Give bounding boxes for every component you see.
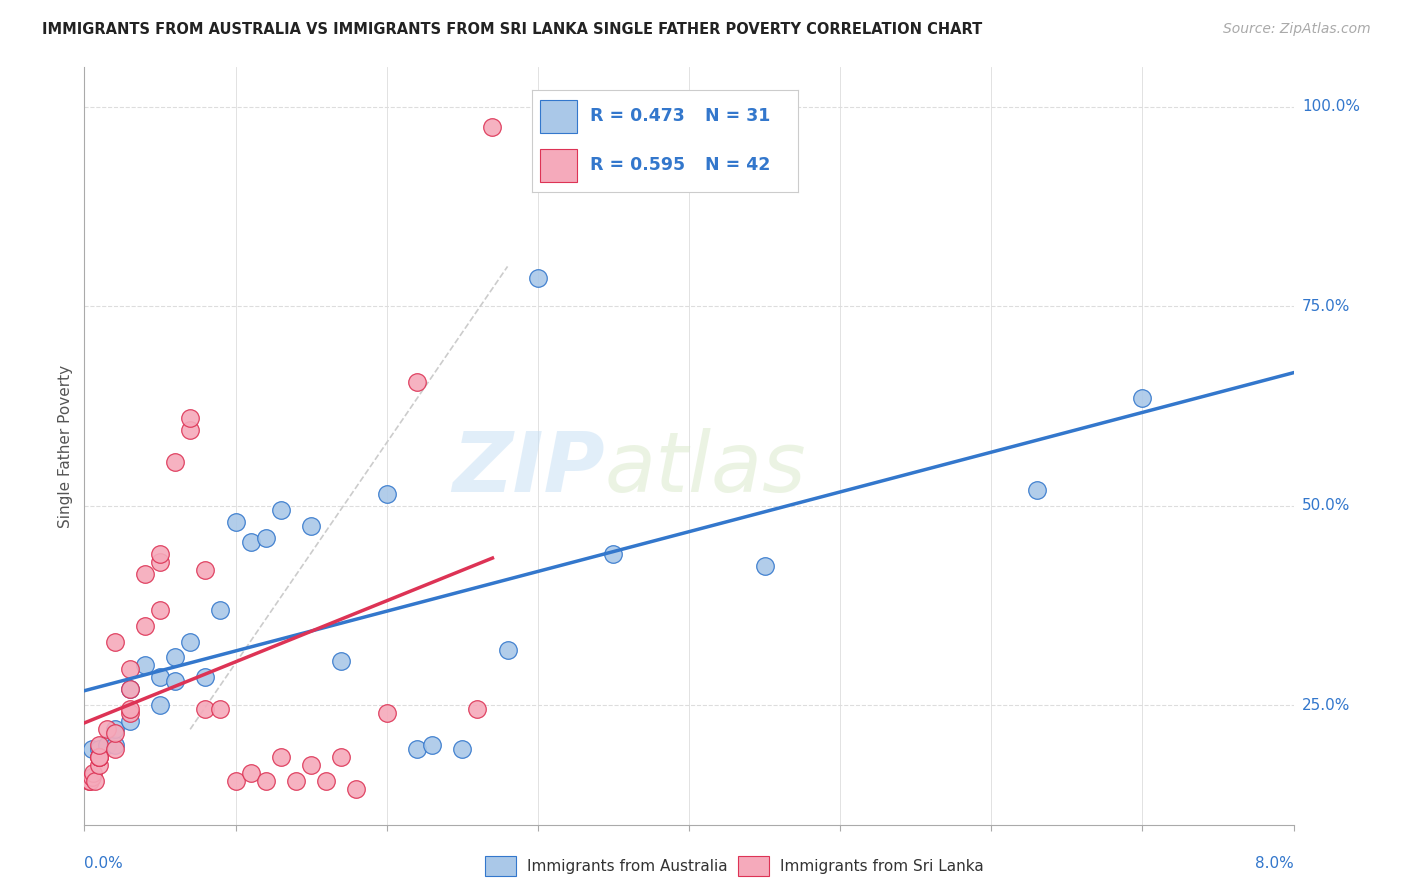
Text: 100.0%: 100.0%	[1302, 99, 1360, 114]
Point	[1132, 391, 1154, 405]
Point	[134, 618, 156, 632]
Point	[179, 423, 201, 437]
Point	[82, 766, 104, 780]
Point	[375, 706, 398, 721]
Point	[165, 674, 187, 689]
Point	[89, 758, 111, 772]
Text: IMMIGRANTS FROM AUSTRALIA VS IMMIGRANTS FROM SRI LANKA SINGLE FATHER POVERTY COR: IMMIGRANTS FROM AUSTRALIA VS IMMIGRANTS …	[42, 22, 983, 37]
Y-axis label: Single Father Poverty: Single Father Poverty	[58, 365, 73, 527]
Point	[104, 739, 127, 753]
Point	[149, 698, 172, 713]
Point	[239, 534, 262, 549]
Point	[299, 758, 322, 772]
Point	[406, 375, 429, 389]
Point	[104, 634, 127, 648]
Point	[149, 670, 172, 684]
Point	[89, 750, 111, 764]
Point	[80, 742, 103, 756]
Point	[209, 602, 232, 616]
Text: 75.0%: 75.0%	[1302, 299, 1350, 314]
Point	[134, 566, 156, 581]
Point	[225, 515, 247, 529]
Point	[118, 682, 141, 697]
Point	[194, 563, 217, 577]
Point	[315, 774, 337, 789]
Text: Immigrants from Australia: Immigrants from Australia	[527, 859, 728, 873]
Point	[527, 271, 550, 285]
Point	[84, 774, 107, 789]
Point	[1025, 483, 1047, 497]
Point	[179, 411, 201, 425]
Point	[104, 723, 127, 737]
Point	[134, 658, 156, 673]
Point	[754, 558, 776, 573]
Point	[467, 702, 489, 716]
Point	[118, 706, 141, 721]
Text: atlas: atlas	[605, 428, 806, 509]
Point	[89, 750, 111, 764]
Point	[330, 750, 353, 764]
Point	[602, 547, 624, 561]
Point	[346, 782, 368, 797]
Point	[96, 739, 118, 753]
Text: 0.0%: 0.0%	[84, 855, 124, 871]
Point	[299, 518, 322, 533]
Point	[194, 670, 217, 684]
Text: 8.0%: 8.0%	[1254, 855, 1294, 871]
Point	[118, 663, 141, 677]
Point	[270, 750, 292, 764]
Point	[89, 739, 111, 753]
Point	[406, 742, 429, 756]
Point	[254, 531, 277, 545]
Point	[481, 120, 503, 134]
Point	[375, 487, 398, 501]
Point	[179, 634, 201, 648]
Point	[165, 455, 187, 469]
Point	[96, 723, 118, 737]
Text: ZIP: ZIP	[451, 428, 605, 509]
Point	[89, 742, 111, 756]
Text: Immigrants from Sri Lanka: Immigrants from Sri Lanka	[780, 859, 984, 873]
Point	[239, 766, 262, 780]
Point	[118, 702, 141, 716]
Point	[118, 682, 141, 697]
Point	[77, 774, 100, 789]
Point	[149, 547, 172, 561]
Text: Source: ZipAtlas.com: Source: ZipAtlas.com	[1223, 22, 1371, 37]
Point	[165, 650, 187, 665]
Point	[254, 774, 277, 789]
Point	[104, 742, 127, 756]
Point	[496, 642, 519, 657]
Point	[118, 714, 141, 729]
Point	[80, 770, 103, 784]
Point	[79, 774, 101, 789]
Point	[225, 774, 247, 789]
Point	[270, 503, 292, 517]
Point	[330, 655, 353, 669]
Point	[420, 739, 443, 753]
Point	[451, 742, 474, 756]
Point	[209, 702, 232, 716]
Point	[194, 702, 217, 716]
Point	[285, 774, 308, 789]
Text: 25.0%: 25.0%	[1302, 698, 1350, 713]
Point	[104, 726, 127, 740]
Point	[89, 750, 111, 764]
Point	[149, 602, 172, 616]
Text: 50.0%: 50.0%	[1302, 499, 1350, 514]
Point	[149, 555, 172, 569]
